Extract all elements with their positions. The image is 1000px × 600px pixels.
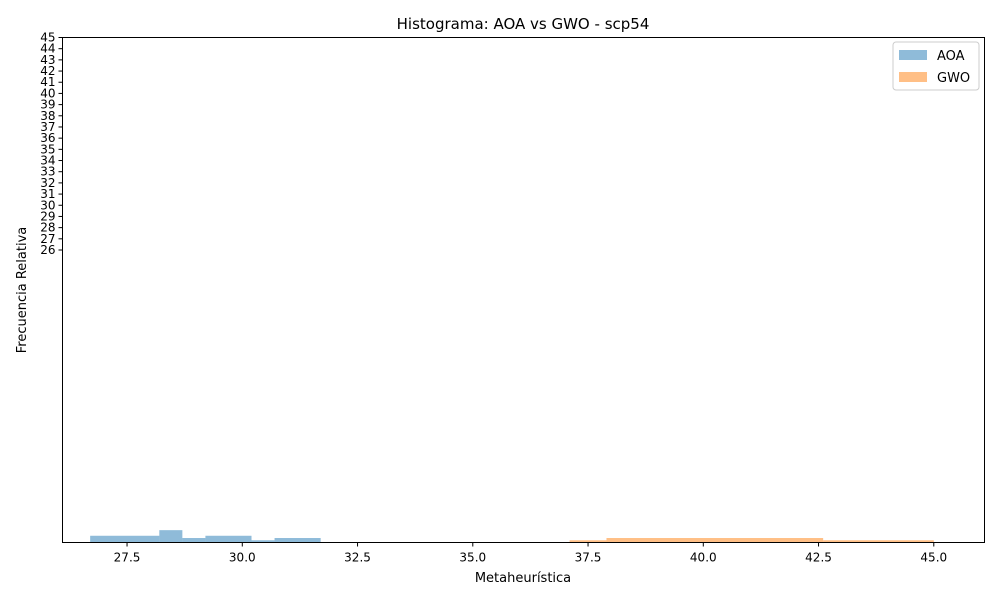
x-tick-label: 32.5 (344, 551, 371, 565)
legend-swatch-gwo (899, 72, 927, 82)
legend-swatch-aoa (899, 50, 927, 60)
y-tick-label: 45 (40, 31, 55, 45)
chart-title: Histograma: AOA vs GWO - scp54 (397, 15, 650, 33)
y-tick-label: 26 (40, 243, 55, 257)
y-tick-label: 39 (40, 98, 55, 112)
legend: AOA GWO (892, 41, 980, 91)
y-tick-label: 33 (40, 165, 55, 179)
y-tick-label: 38 (40, 109, 55, 123)
x-axis-ticks: 27.5 30.0 32.5 35.0 37.5 40.0 42.5 45.0 (114, 542, 947, 565)
y-tick-label: 40 (40, 86, 55, 100)
x-tick-label: 45.0 (920, 551, 947, 565)
bar-aoa-4 (251, 540, 275, 543)
bars-layer (90, 530, 934, 543)
y-axis-label: Frecuencia Relativa (15, 227, 30, 353)
x-tick-label: 27.5 (114, 551, 141, 565)
bar-gwo-1 (606, 538, 824, 543)
x-tick-label: 42.5 (805, 551, 832, 565)
bar-gwo-0 (569, 540, 607, 543)
y-tick-label: 43 (40, 53, 55, 67)
y-tick-label: 27 (40, 232, 55, 246)
bar-aoa-0 (90, 535, 160, 543)
x-tick-label: 30.0 (229, 551, 256, 565)
y-tick-label: 28 (40, 221, 55, 235)
x-axis-label: Metaheurística (475, 571, 571, 586)
bar-aoa-2 (182, 538, 206, 543)
y-tick-label: 37 (40, 120, 55, 134)
y-tick-label: 30 (40, 198, 55, 212)
y-tick-label: 32 (40, 176, 55, 190)
legend-label-gwo: GWO (937, 71, 970, 86)
y-tick-label: 31 (40, 187, 55, 201)
y-tick-label: 44 (40, 42, 55, 56)
x-tick-label: 37.5 (575, 551, 602, 565)
x-tick-label: 40.0 (690, 551, 717, 565)
plot-frame (62, 37, 985, 543)
legend-label-aoa: AOA (937, 49, 965, 64)
y-tick-label: 35 (40, 142, 55, 156)
bar-gwo-2 (823, 540, 934, 543)
y-tick-label: 41 (40, 75, 55, 89)
y-tick-label: 36 (40, 131, 55, 145)
bar-aoa-5 (274, 538, 321, 543)
x-tick-label: 35.0 (459, 551, 486, 565)
bar-aoa-1 (159, 530, 183, 543)
bar-aoa-3 (205, 535, 252, 543)
y-tick-label: 29 (40, 209, 55, 223)
y-tick-label: 42 (40, 64, 55, 78)
y-tick-label: 34 (40, 154, 55, 168)
